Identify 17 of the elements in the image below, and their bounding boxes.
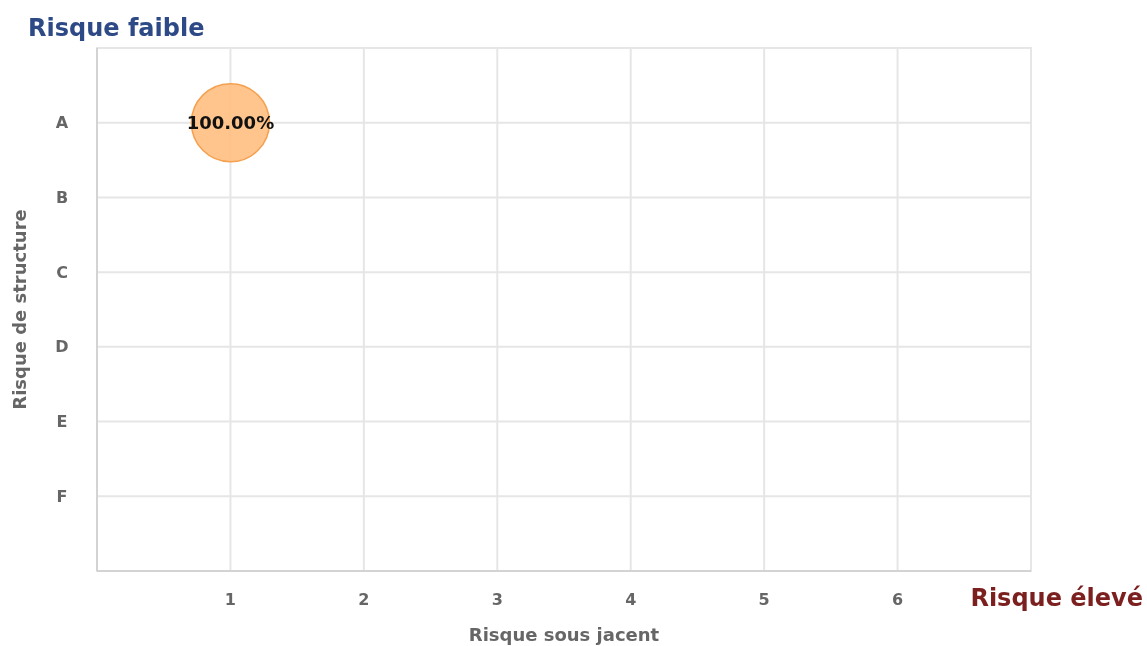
- text: Risque élevé: [970, 584, 1143, 612]
- y-tick-label: A: [55, 113, 69, 133]
- y-axis-title: Risque de structure: [9, 209, 30, 410]
- y-tick-label: F: [56, 486, 68, 506]
- x-tick-label: 3: [491, 590, 503, 609]
- data-label: 100.00%: [186, 112, 275, 134]
- y-tick-label: D: [55, 337, 69, 357]
- text: Risque faible: [28, 14, 205, 42]
- x-tick-label: 1: [224, 590, 236, 609]
- y-tick-label: E: [56, 412, 68, 432]
- x-axis-title: Risque sous jacent: [468, 624, 660, 645]
- x-tick-label: 6: [892, 590, 904, 609]
- y-tick-label: C: [56, 262, 68, 282]
- x-tick-label: 2: [358, 590, 370, 609]
- x-tick-label: 5: [758, 590, 770, 609]
- y-tick-label: B: [55, 188, 69, 208]
- x-tick-label: 4: [625, 590, 637, 609]
